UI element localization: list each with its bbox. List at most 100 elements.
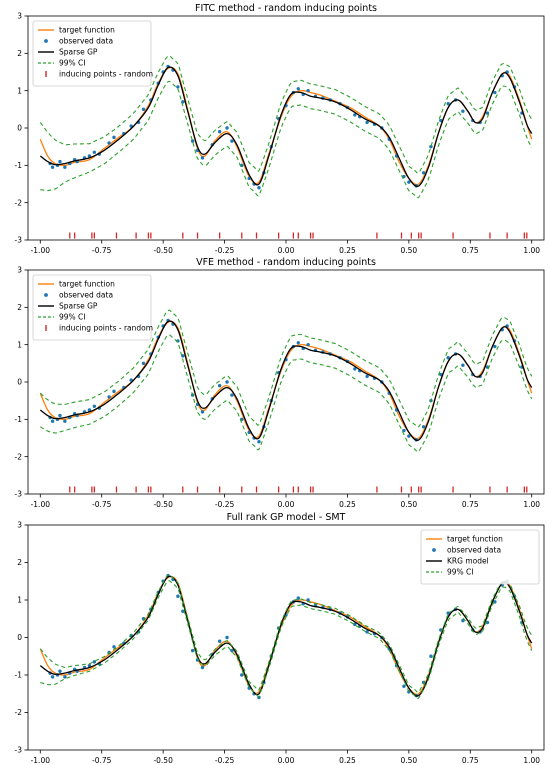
observed-data-point [407, 434, 411, 438]
ci-upper-line [39, 309, 533, 428]
x-tick-label: -0.75 [92, 246, 112, 255]
observed-data-point [429, 654, 433, 658]
y-tick-label: -1 [15, 671, 23, 680]
x-tick-label: 0.75 [462, 756, 479, 765]
observed-data-point [230, 139, 234, 143]
x-tick-label: -0.75 [92, 756, 112, 765]
legend-label: target function [447, 535, 503, 544]
ci-upper-line [39, 55, 533, 174]
y-tick-label: -2 [15, 198, 23, 207]
y-tick-label: 0 [17, 378, 22, 387]
observed-data-point [421, 425, 426, 429]
x-tick-label: 1.00 [523, 756, 540, 765]
legend-label: 99% CI [59, 59, 86, 68]
y-tick-label: 2 [17, 49, 22, 58]
chart-title: Full rank GP model - SMT [227, 512, 346, 523]
observed-data-point [353, 622, 357, 627]
observed-data-point [200, 665, 205, 670]
x-tick-label: 0.25 [339, 246, 356, 255]
observed-data-point [429, 144, 433, 149]
observed-data-point [225, 126, 229, 130]
observed-data-point [446, 611, 450, 615]
observed-data-point [217, 639, 222, 643]
observed-data-point [230, 648, 234, 653]
x-tick-label: -1.00 [31, 246, 51, 255]
observed-data-point [176, 594, 180, 598]
model-line [39, 575, 533, 697]
x-tick-label: 0.50 [401, 500, 418, 509]
observed-data-point [230, 393, 234, 397]
x-tick-label: 1.00 [523, 500, 540, 509]
observed-data-point [493, 344, 497, 349]
observed-data-point [439, 118, 443, 123]
observed-data-point [200, 410, 205, 414]
observed-data-point [50, 419, 55, 423]
observed-data-point [296, 341, 300, 345]
chart-title: FITC method - random inducing points [195, 3, 377, 14]
legend-dot-swatch [44, 293, 48, 297]
y-tick-label: -2 [15, 708, 23, 717]
observed-data-point [141, 361, 146, 366]
x-tick-label: -0.50 [153, 500, 173, 509]
legend-label: 99% CI [59, 313, 86, 322]
legend-dot-swatch [432, 548, 436, 552]
x-tick-label: 0.00 [278, 756, 295, 765]
legend-box [32, 20, 152, 87]
observed-data-point [58, 669, 62, 673]
observed-data-point [306, 342, 310, 347]
ci-lower-line [40, 334, 533, 453]
observed-data-point [365, 374, 369, 379]
legend-label: Sparse GP [59, 48, 98, 57]
y-tick-label: 3 [17, 521, 22, 530]
observed-data-point [353, 367, 357, 371]
observed-data-point [240, 673, 244, 677]
legend-label: observed data [59, 291, 113, 300]
x-tick-label: 0.50 [401, 756, 418, 765]
y-tick-label: 1 [17, 86, 22, 95]
y-tick-label: 2 [17, 303, 22, 312]
observed-data-point [92, 150, 97, 154]
x-tick-label: -0.50 [153, 246, 173, 255]
chart-panel-1: FITC method - random inducing points -1.0… [15, 3, 545, 255]
observed-data-point [446, 102, 450, 106]
observed-data-point [200, 156, 205, 160]
x-tick-label: 1.00 [523, 246, 540, 255]
model-line [39, 320, 533, 441]
chart-title: VFE method - random inducing points [196, 257, 376, 268]
observed-data-point [112, 645, 116, 649]
observed-data-point [92, 404, 97, 408]
chart-panel-2: VFE method - random inducing points -1.00… [15, 257, 545, 509]
observed-data-point [402, 174, 406, 179]
observed-data-point [421, 171, 426, 175]
observed-data-point [190, 139, 195, 143]
observed-data-point [92, 660, 97, 664]
y-tick-label: 2 [17, 558, 22, 567]
observed-data-point [50, 675, 55, 679]
legend-label: inducing points - random [59, 324, 153, 333]
x-tick-label: -0.25 [215, 756, 235, 765]
x-tick-label: 0.00 [278, 500, 295, 509]
x-tick-label: 0.75 [462, 500, 479, 509]
observed-data-point [87, 408, 92, 412]
legend-box [420, 529, 540, 585]
x-tick-label: -0.25 [215, 500, 235, 509]
x-tick-label: -0.25 [215, 246, 235, 255]
plot-area [39, 55, 533, 239]
legend-label: observed data [447, 546, 501, 555]
observed-data-point [365, 120, 369, 125]
y-tick-label: 0 [17, 633, 22, 642]
observed-data-point [58, 413, 62, 418]
x-tick-label: 0.00 [278, 246, 295, 255]
legend: target function observed data KRG model 99%… [420, 529, 540, 585]
legend-dot-swatch [44, 39, 48, 43]
observed-data-point [402, 684, 406, 688]
x-tick-label: 0.25 [339, 756, 356, 765]
x-tick-label: -1.00 [31, 756, 51, 765]
observed-data-point [112, 135, 116, 140]
y-tick-label: -1 [15, 415, 23, 424]
chart-panel-3: Full rank GP model - SMT -1.00 -0.75 -0.50 -… [15, 512, 545, 765]
x-tick-label: 0.50 [401, 246, 418, 255]
observed-data-point [446, 356, 450, 360]
observed-data-point [176, 85, 180, 89]
